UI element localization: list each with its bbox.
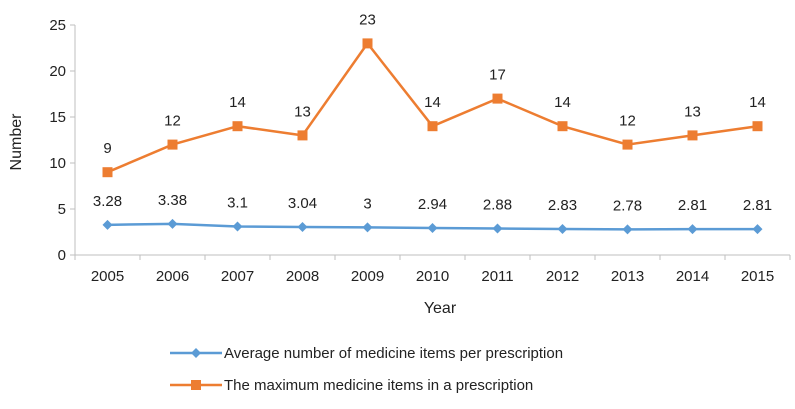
data-point xyxy=(492,223,503,234)
data-label: 2.88 xyxy=(483,197,512,214)
data-point xyxy=(752,121,763,132)
y-tick-label: 10 xyxy=(49,155,66,172)
x-tick-label: 2005 xyxy=(91,268,124,285)
x-tick-label: 2006 xyxy=(156,268,189,285)
data-point xyxy=(687,130,698,141)
x-tick-label: 2011 xyxy=(481,268,513,285)
x-tick-label: 2015 xyxy=(741,268,774,285)
data-point xyxy=(492,93,503,104)
series-1: 3.28 3.38 3.1 3.04 3 2.94 2.88 2.83 2.78 2.81 2.81 xyxy=(93,192,772,235)
y-tick-label: 0 xyxy=(58,247,66,264)
data-label: 2.94 xyxy=(418,196,447,213)
x-axis: 2005 2006 2007 2008 2009 2010 2011 2012 2013 2014… xyxy=(74,254,791,285)
data-label: 14 xyxy=(229,94,246,111)
data-label: 2.81 xyxy=(678,197,707,214)
data-label: 17 xyxy=(489,67,506,84)
data-label: 12 xyxy=(164,113,181,130)
diamond-marker-icon xyxy=(170,348,222,358)
x-tick-label: 2012 xyxy=(546,268,579,285)
data-label: 12 xyxy=(619,113,636,130)
y-tick-label: 25 xyxy=(49,17,66,34)
data-point xyxy=(232,221,243,232)
data-label: 3 xyxy=(363,195,371,212)
data-point xyxy=(622,139,633,150)
data-label: 23 xyxy=(359,11,376,28)
y-axis-title: Number xyxy=(8,113,25,171)
data-point xyxy=(557,121,568,132)
data-label: 3.04 xyxy=(288,195,317,212)
data-point xyxy=(102,167,113,178)
x-tick-label: 2008 xyxy=(286,268,319,285)
data-label: 3.1 xyxy=(227,194,248,211)
data-point xyxy=(622,224,633,235)
data-point xyxy=(687,224,698,235)
legend-label-maximum: The maximum medicine items in a prescrip… xyxy=(224,376,534,394)
y-tick-label: 15 xyxy=(49,109,66,126)
data-label: 2.81 xyxy=(743,197,772,214)
legend-item-average: Average number of medicine items per pre… xyxy=(170,343,563,363)
data-point xyxy=(752,224,763,235)
y-tick-label: 5 xyxy=(58,201,66,218)
data-point xyxy=(362,222,373,233)
x-tick-label: 2007 xyxy=(221,268,254,285)
y-tick-label: 20 xyxy=(49,63,66,80)
data-point xyxy=(427,121,438,132)
data-label: 3.28 xyxy=(93,193,122,210)
square-marker-icon xyxy=(170,380,222,390)
x-tick-label: 2013 xyxy=(611,268,644,285)
data-label: 3.38 xyxy=(158,192,187,209)
x-axis-title: Year xyxy=(424,300,457,317)
data-point xyxy=(297,222,308,233)
data-point xyxy=(297,130,308,141)
data-label: 9 xyxy=(103,140,111,157)
data-label: 13 xyxy=(294,103,311,120)
series-layer: 3.28 3.38 3.1 3.04 3 2.94 2.88 2.83 2.78 2.81 2.81… xyxy=(93,11,772,235)
x-tick-label: 2009 xyxy=(351,268,384,285)
series-2: 9 12 14 13 23 14 17 14 12 13 14 xyxy=(102,11,766,178)
data-point xyxy=(167,139,178,150)
x-tick-label: 2010 xyxy=(416,268,449,285)
data-label: 2.83 xyxy=(548,197,577,214)
data-label: 14 xyxy=(554,94,571,111)
data-label: 14 xyxy=(424,94,441,111)
data-label: 2.78 xyxy=(613,197,642,214)
x-tick-label: 2014 xyxy=(676,268,709,285)
data-point xyxy=(557,223,568,234)
y-axis: 0 5 10 15 20 25 xyxy=(49,17,76,264)
data-point xyxy=(102,219,113,230)
data-label: 14 xyxy=(749,94,766,111)
legend-item-maximum: The maximum medicine items in a prescrip… xyxy=(170,375,563,395)
legend-label-average: Average number of medicine items per pre… xyxy=(224,344,564,362)
data-point xyxy=(167,218,178,229)
data-point xyxy=(362,38,373,49)
legend: Average number of medicine items per pre… xyxy=(170,343,563,407)
data-point xyxy=(232,121,243,132)
data-label: 13 xyxy=(684,103,701,120)
data-point xyxy=(427,222,438,233)
